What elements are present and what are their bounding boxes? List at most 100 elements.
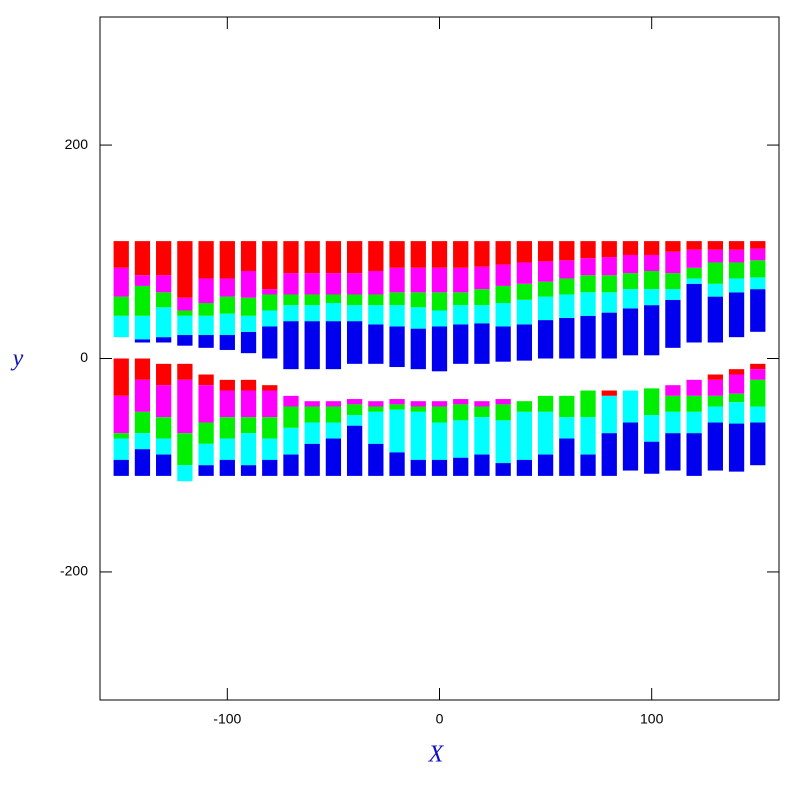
bar-segment xyxy=(728,249,745,263)
bar-segment xyxy=(262,438,278,460)
bar-segment xyxy=(601,395,617,434)
bar-segment xyxy=(368,294,384,306)
bar-segment xyxy=(283,273,299,295)
bar-segment xyxy=(559,317,575,359)
bar-segment xyxy=(559,241,575,261)
bar-segment xyxy=(113,241,129,268)
bar-segment xyxy=(495,285,511,304)
bar-segment xyxy=(346,425,363,476)
bar-segment xyxy=(346,404,363,416)
bar-segment xyxy=(410,411,426,460)
bar-segment xyxy=(219,241,235,279)
bar-segment xyxy=(240,297,257,316)
bar-segment xyxy=(113,438,129,460)
bar-segment xyxy=(134,275,151,286)
bar-segment xyxy=(559,438,575,476)
bar-segment xyxy=(453,404,469,421)
bar-segment xyxy=(686,379,702,396)
bar-segment xyxy=(644,254,660,271)
bar-segment xyxy=(728,374,745,394)
bar-segment xyxy=(622,390,639,423)
bar-segment xyxy=(622,241,639,255)
bar-segment xyxy=(325,321,342,370)
bar-segment xyxy=(219,296,235,314)
bar-segment xyxy=(177,297,193,311)
bar-segment xyxy=(368,305,384,325)
bar-segment xyxy=(368,270,384,295)
bar-segment xyxy=(474,289,490,306)
bar-segment xyxy=(156,275,172,293)
bar-segment xyxy=(622,422,639,471)
bar-segment xyxy=(389,326,405,368)
x-axis-label: X xyxy=(428,742,445,768)
bar-segment xyxy=(283,395,299,407)
bar-segment xyxy=(410,406,426,412)
bar-segment xyxy=(262,241,278,290)
bar-segment xyxy=(686,278,702,284)
bar-segment xyxy=(665,241,681,252)
bar-segment xyxy=(516,299,533,325)
bar-segment xyxy=(410,241,426,268)
bar-segment xyxy=(198,315,214,336)
bar-segment xyxy=(559,278,575,295)
bar-segment xyxy=(707,379,723,396)
bar-segment xyxy=(453,324,469,364)
bar-segment xyxy=(495,326,511,362)
bar-segment xyxy=(644,305,660,356)
bar-segment xyxy=(537,241,554,262)
bar-segment xyxy=(495,241,511,265)
bar-segment xyxy=(368,401,384,407)
bar-segment xyxy=(601,241,617,258)
bar-segment xyxy=(580,390,596,418)
bar-segment xyxy=(325,422,342,439)
bar-segment xyxy=(262,326,278,359)
bar-segment xyxy=(219,390,235,418)
bar-segment xyxy=(177,241,193,298)
bar-segment xyxy=(325,438,342,476)
bar-segment xyxy=(134,358,151,380)
bar-segment xyxy=(431,422,448,460)
bar-segment xyxy=(474,305,490,324)
bar-segment xyxy=(177,315,193,336)
bar-segment xyxy=(134,285,151,316)
bar-segment xyxy=(283,294,299,306)
bar-segment xyxy=(304,406,320,423)
bar-segment xyxy=(537,395,554,412)
bar-segment xyxy=(474,266,490,290)
x-tick-label: 100 xyxy=(640,711,664,727)
bar-segment xyxy=(474,323,490,364)
bar-segment xyxy=(177,310,193,316)
bar-segment xyxy=(240,390,257,418)
bar-segment xyxy=(495,399,511,405)
bar-segment xyxy=(325,303,342,322)
bar-segment xyxy=(580,292,596,316)
bar-segment xyxy=(686,411,702,434)
bar-segment xyxy=(240,241,257,271)
bar-segment xyxy=(431,326,448,372)
bar-segment xyxy=(453,457,469,476)
bar-segment xyxy=(495,264,511,286)
bar-segment xyxy=(728,241,745,250)
bar-segment xyxy=(750,369,766,380)
bar-segment xyxy=(219,278,235,297)
bar-segment xyxy=(156,307,172,338)
bar-segment xyxy=(304,443,320,476)
bar-segment xyxy=(665,251,681,274)
bar-segment xyxy=(134,339,151,343)
bar-segment xyxy=(644,388,660,416)
bar-segment xyxy=(707,406,723,423)
bar-segment xyxy=(516,401,533,412)
bar-segment xyxy=(431,406,448,423)
bar-segment xyxy=(410,328,426,370)
bar-segment xyxy=(453,305,469,325)
bar-segment xyxy=(728,402,745,424)
bar-segment xyxy=(495,463,511,476)
bar-segment xyxy=(431,292,448,311)
bar-segment xyxy=(644,241,660,255)
bar-segment xyxy=(601,312,617,359)
bar-segment xyxy=(580,417,596,455)
bar-segment xyxy=(516,241,533,263)
bar-segment xyxy=(686,395,702,412)
bar-segment xyxy=(686,267,702,279)
